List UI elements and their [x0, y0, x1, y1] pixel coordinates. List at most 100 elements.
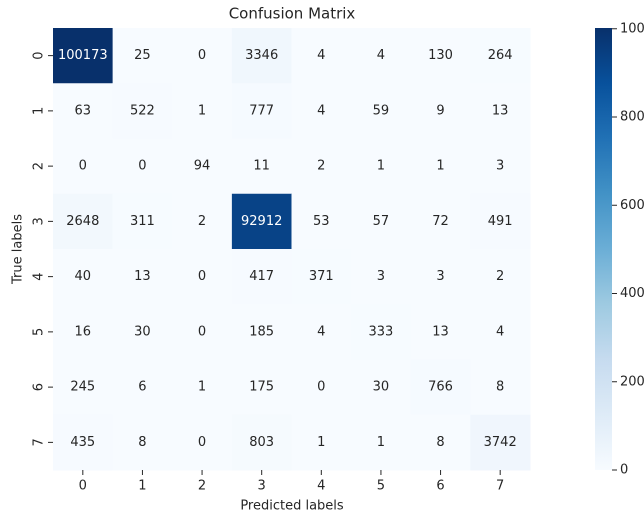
cell-label: 100173 — [58, 48, 108, 63]
cell-label: 57 — [373, 214, 390, 229]
colorbar-tick-label: 80000 — [620, 110, 644, 125]
colorbar-tick-label: 60000 — [620, 198, 644, 213]
cell-label: 8 — [436, 435, 444, 450]
cell-label: 3346 — [245, 48, 278, 63]
cell-label: 92912 — [241, 214, 282, 229]
cell-label: 3 — [496, 159, 504, 174]
chart-title: Confusion Matrix — [229, 5, 356, 23]
cell — [351, 414, 412, 471]
cell — [112, 414, 173, 471]
cell — [53, 83, 114, 139]
cell — [231, 304, 292, 360]
cell-label: 0 — [317, 380, 325, 395]
cell-label: 311 — [130, 214, 155, 229]
cell — [231, 414, 292, 471]
cell — [53, 28, 114, 84]
cell — [410, 249, 471, 305]
cell-label: 175 — [249, 380, 274, 395]
cell — [231, 83, 292, 139]
cell-label: 0 — [198, 48, 206, 63]
cell-label: 3 — [436, 269, 444, 284]
cell — [470, 83, 531, 139]
x-tick-label: 4 — [317, 479, 325, 494]
cell-label: 63 — [75, 103, 92, 118]
cell-label: 11 — [253, 159, 270, 174]
cell-label: 491 — [488, 214, 513, 229]
cell-label: 0 — [198, 269, 206, 284]
cell-label: 417 — [249, 269, 274, 284]
cell-label: 1 — [198, 380, 206, 395]
cell-label: 72 — [432, 214, 449, 229]
cell-label: 2 — [496, 269, 504, 284]
cell — [231, 138, 292, 195]
colorbar-tick-label: 40000 — [620, 286, 644, 301]
y-tick-label: 5 — [32, 328, 47, 336]
cell — [112, 138, 173, 195]
cell — [53, 138, 114, 195]
cell-label: 522 — [130, 103, 155, 118]
cell-label: 2648 — [66, 214, 99, 229]
cell — [351, 249, 412, 305]
cell — [410, 414, 471, 471]
cell-label: 1 — [198, 103, 206, 118]
x-axis-label: Predicted labels — [240, 499, 344, 514]
y-tick-label: 4 — [32, 272, 47, 280]
cell — [351, 304, 412, 360]
cell — [470, 28, 531, 84]
cell-label: 777 — [249, 103, 274, 118]
cell — [231, 28, 292, 84]
cell-label: 8 — [496, 380, 504, 395]
cell-label: 0 — [138, 159, 146, 174]
cell-label: 4 — [377, 48, 385, 63]
cell — [410, 83, 471, 139]
cell-label: 2 — [317, 159, 325, 174]
colorbar-tick-label: 100000 — [620, 21, 644, 36]
cell-label: 16 — [75, 324, 92, 339]
y-tick-label: 7 — [32, 438, 47, 446]
y-tick-label: 1 — [32, 107, 47, 115]
cell — [351, 193, 412, 250]
cell — [53, 193, 114, 250]
cell — [231, 193, 292, 250]
cell — [351, 359, 412, 416]
colorbar-tick-label: 20000 — [620, 374, 644, 389]
cell-label: 1 — [377, 435, 385, 450]
cell — [172, 83, 233, 139]
cell-label: 130 — [428, 48, 453, 63]
cell — [112, 83, 173, 139]
cell — [172, 304, 233, 360]
x-tick-label: 7 — [496, 479, 504, 494]
cell-label: 185 — [249, 324, 274, 339]
cell-label: 30 — [134, 324, 151, 339]
cell-label: 13 — [432, 324, 449, 339]
cell-label: 1 — [377, 159, 385, 174]
cell — [351, 138, 412, 195]
cell — [470, 304, 531, 360]
cell-label: 40 — [75, 269, 92, 284]
cell — [172, 28, 233, 84]
y-axis-label: True labels — [11, 214, 26, 285]
cell-label: 4 — [317, 324, 325, 339]
y-tick-label: 3 — [32, 217, 47, 225]
cell — [112, 28, 173, 84]
cell — [291, 414, 352, 471]
cell-label: 53 — [313, 214, 330, 229]
cell — [410, 359, 471, 416]
cell-label: 435 — [70, 435, 95, 450]
cell — [53, 414, 114, 471]
cell — [172, 249, 233, 305]
cell — [291, 193, 352, 250]
x-tick-label: 5 — [377, 479, 385, 494]
cell-label: 2 — [198, 214, 206, 229]
cell-label: 0 — [79, 159, 87, 174]
y-tick-label: 2 — [32, 162, 47, 170]
cell-label: 3742 — [484, 435, 517, 450]
cell-label: 4 — [496, 324, 504, 339]
cell-label: 9 — [436, 103, 444, 118]
cell — [291, 83, 352, 139]
y-tick-label: 6 — [32, 383, 47, 391]
cell — [112, 249, 173, 305]
cell — [112, 359, 173, 416]
cell-label: 333 — [369, 324, 394, 339]
cell — [410, 28, 471, 84]
